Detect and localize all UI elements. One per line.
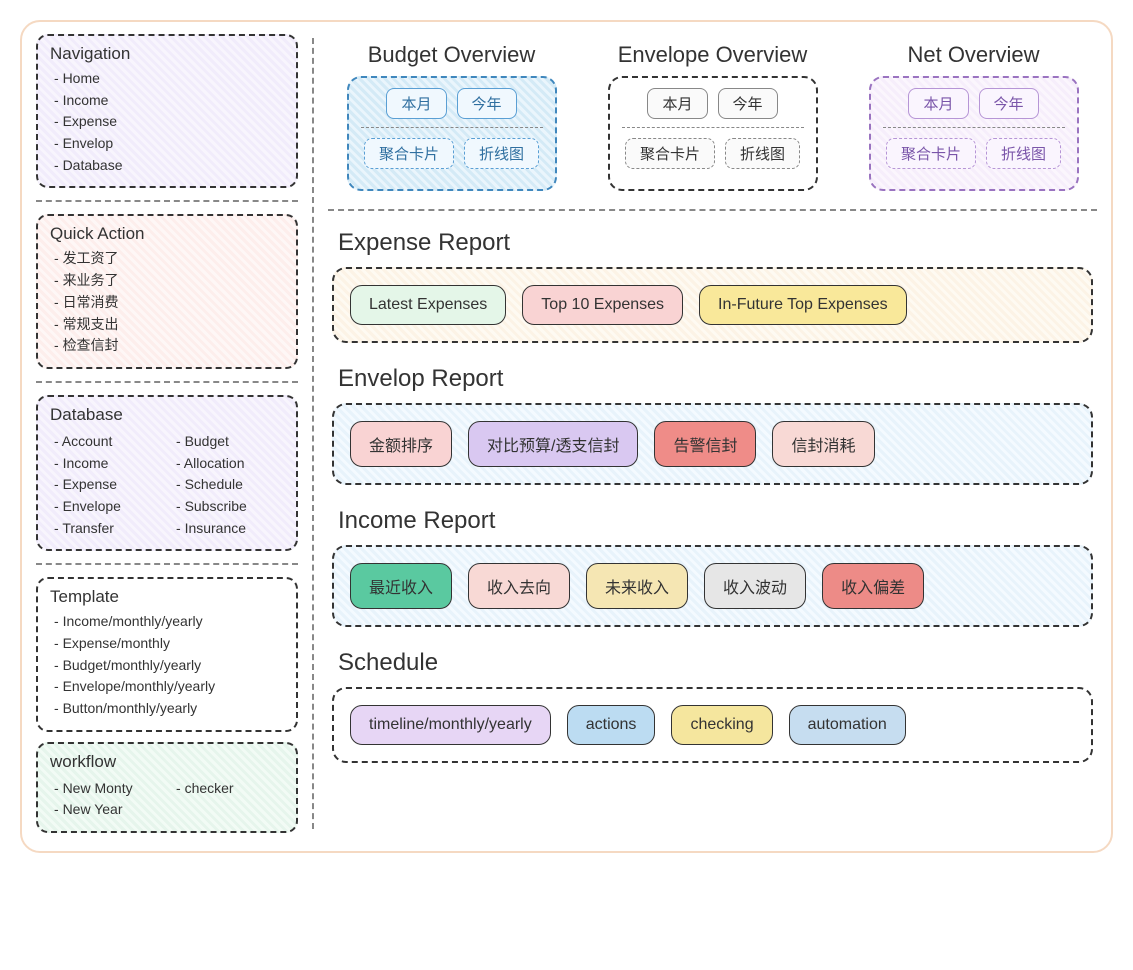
pill-latest-expenses[interactable]: Latest Expenses (350, 285, 506, 325)
database-item[interactable]: Account (54, 431, 162, 453)
pill-actions[interactable]: actions (567, 705, 656, 745)
chip-net-aggregate[interactable]: 聚合卡片 (886, 138, 976, 169)
overview-net: Net Overview 本月 今年 聚合卡片 折线图 (852, 38, 1095, 191)
report-title-schedule: Schedule (338, 649, 1093, 677)
chip-envelope-aggregate[interactable]: 聚合卡片 (625, 138, 715, 169)
pill-timeline[interactable]: timeline/monthly/yearly (350, 705, 551, 745)
panel-workflow: workflow New Monty New Year checker (36, 742, 298, 833)
workflow-item[interactable]: New Monty (54, 778, 162, 800)
template-item[interactable]: Income/monthly/yearly (54, 611, 284, 633)
pill-row-income: 最近收入 收入去向 未来收入 收入波动 收入偏差 (332, 545, 1093, 627)
database-item[interactable]: Envelope (54, 496, 162, 518)
database-item[interactable]: Allocation (176, 453, 284, 475)
overview-budget: Budget Overview 本月 今年 聚合卡片 折线图 (330, 38, 573, 191)
nav-item[interactable]: Income (54, 90, 284, 112)
overview-title-net: Net Overview (852, 42, 1095, 68)
panel-title-template: Template (50, 587, 284, 607)
template-item[interactable]: Expense/monthly (54, 633, 284, 655)
report-title-envelop: Envelop Report (338, 365, 1093, 393)
report-title-income: Income Report (338, 507, 1093, 535)
template-item[interactable]: Budget/monthly/yearly (54, 655, 284, 677)
quick-action-item[interactable]: 日常消费 (54, 292, 284, 314)
pill-envelope-usage[interactable]: 信封消耗 (772, 421, 874, 467)
pill-future-income[interactable]: 未来收入 (586, 563, 688, 609)
overview-card-net: 本月 今年 聚合卡片 折线图 (869, 76, 1079, 191)
chip-envelope-line[interactable]: 折线图 (725, 138, 800, 169)
chip-net-line[interactable]: 折线图 (986, 138, 1061, 169)
database-item[interactable]: Subscribe (176, 496, 284, 518)
vertical-divider (312, 38, 314, 829)
panel-navigation: Navigation Home Income Expense Envelop D… (36, 34, 298, 188)
database-item[interactable]: Insurance (176, 518, 284, 540)
nav-item[interactable]: Database (54, 155, 284, 177)
pill-recent-income[interactable]: 最近收入 (350, 563, 452, 609)
overview-row: Budget Overview 本月 今年 聚合卡片 折线图 (328, 34, 1097, 205)
database-item[interactable]: Budget (176, 431, 284, 453)
panel-database: Database Account Income Expense Envelope… (36, 395, 298, 551)
chip-envelope-year[interactable]: 今年 (718, 88, 778, 119)
template-item[interactable]: Envelope/monthly/yearly (54, 676, 284, 698)
report-expense: Expense Report Latest Expenses Top 10 Ex… (332, 229, 1093, 343)
pill-income-volatility[interactable]: 收入波动 (704, 563, 806, 609)
pill-income-flow[interactable]: 收入去向 (468, 563, 570, 609)
panel-template: Template Income/monthly/yearly Expense/m… (36, 577, 298, 731)
overview-card-envelope: 本月 今年 聚合卡片 折线图 (608, 76, 818, 191)
nav-item[interactable]: Home (54, 68, 284, 90)
database-item[interactable]: Expense (54, 474, 162, 496)
chip-budget-line[interactable]: 折线图 (464, 138, 539, 169)
pill-compare-budget[interactable]: 对比预算/透支信封 (468, 421, 638, 467)
panel-title-navigation: Navigation (50, 44, 284, 64)
main-area: Budget Overview 本月 今年 聚合卡片 折线图 (328, 34, 1097, 833)
chip-budget-month[interactable]: 本月 (386, 88, 446, 119)
template-item[interactable]: Button/monthly/yearly (54, 698, 284, 720)
chip-budget-aggregate[interactable]: 聚合卡片 (364, 138, 454, 169)
database-item[interactable]: Schedule (176, 474, 284, 496)
panel-title-database: Database (50, 405, 284, 425)
pill-automation[interactable]: automation (789, 705, 906, 745)
chip-budget-year[interactable]: 今年 (457, 88, 517, 119)
chip-envelope-month[interactable]: 本月 (647, 88, 707, 119)
overview-title-envelope: Envelope Overview (591, 42, 834, 68)
pill-row-schedule: timeline/monthly/yearly actions checking… (332, 687, 1093, 763)
quick-action-item[interactable]: 来业务了 (54, 270, 284, 292)
sidebar: Navigation Home Income Expense Envelop D… (36, 34, 298, 833)
overview-envelope: Envelope Overview 本月 今年 聚合卡片 折线图 (591, 38, 834, 191)
overview-card-budget: 本月 今年 聚合卡片 折线图 (347, 76, 557, 191)
database-item[interactable]: Income (54, 453, 162, 475)
pill-alert-envelope[interactable]: 告警信封 (654, 421, 756, 467)
chip-net-month[interactable]: 本月 (908, 88, 968, 119)
quick-action-item[interactable]: 发工资了 (54, 248, 284, 270)
database-item[interactable]: Transfer (54, 518, 162, 540)
nav-item[interactable]: Expense (54, 111, 284, 133)
workflow-item[interactable]: New Year (54, 799, 162, 821)
report-income: Income Report 最近收入 收入去向 未来收入 收入波动 收入偏差 (332, 507, 1093, 627)
pill-row-expense: Latest Expenses Top 10 Expenses In-Futur… (332, 267, 1093, 343)
pill-top10-expenses[interactable]: Top 10 Expenses (522, 285, 683, 325)
pill-income-deviation[interactable]: 收入偏差 (822, 563, 924, 609)
quick-action-item[interactable]: 常规支出 (54, 314, 284, 336)
reports-area: Expense Report Latest Expenses Top 10 Ex… (328, 229, 1097, 785)
horizontal-divider (328, 209, 1097, 211)
panel-quick-action: Quick Action 发工资了 来业务了 日常消费 常规支出 检查信封 (36, 214, 298, 368)
nav-item[interactable]: Envelop (54, 133, 284, 155)
workflow-item[interactable]: checker (176, 778, 284, 800)
pill-infuture-expenses[interactable]: In-Future Top Expenses (699, 285, 907, 325)
pill-sort-amount[interactable]: 金额排序 (350, 421, 452, 467)
report-title-expense: Expense Report (338, 229, 1093, 257)
panel-title-workflow: workflow (50, 752, 284, 772)
panel-title-quick-action: Quick Action (50, 224, 284, 244)
pill-checking[interactable]: checking (671, 705, 772, 745)
report-envelop: Envelop Report 金额排序 对比预算/透支信封 告警信封 信封消耗 (332, 365, 1093, 485)
overview-title-budget: Budget Overview (330, 42, 573, 68)
page-wrapper: Navigation Home Income Expense Envelop D… (20, 20, 1113, 853)
quick-action-item[interactable]: 检查信封 (54, 335, 284, 357)
pill-row-envelop: 金额排序 对比预算/透支信封 告警信封 信封消耗 (332, 403, 1093, 485)
chip-net-year[interactable]: 今年 (979, 88, 1039, 119)
report-schedule: Schedule timeline/monthly/yearly actions… (332, 649, 1093, 763)
